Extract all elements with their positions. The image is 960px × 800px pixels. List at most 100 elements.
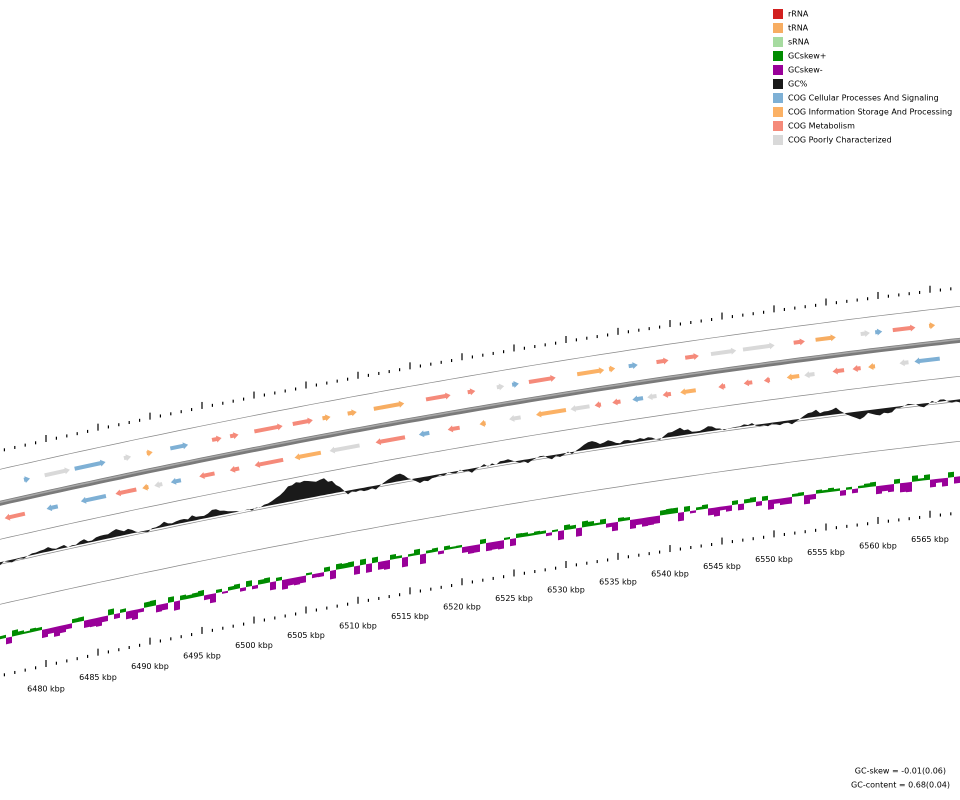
gene [874, 328, 883, 336]
gene [496, 383, 505, 391]
gc-skew-negative [558, 530, 564, 541]
gc-skew-positive [12, 629, 18, 637]
gene [254, 457, 284, 468]
gc-skew-negative [726, 505, 732, 512]
gene [684, 353, 699, 360]
gc-skew-negative [474, 544, 480, 553]
gc-skew-negative [492, 541, 498, 550]
gc-skew-negative [366, 563, 372, 573]
gc-skew-positive [750, 497, 756, 503]
gc-skew-positive [264, 577, 270, 584]
gc-skew-negative [636, 518, 642, 526]
gc-skew-positive [36, 626, 42, 632]
gc-skew-positive [762, 495, 768, 501]
gc-skew-positive [408, 553, 414, 557]
backbone [0, 337, 960, 506]
gc-skew-positive [24, 630, 30, 634]
gc-skew-positive [426, 549, 432, 554]
gc-skew-negative [930, 479, 936, 488]
guide-line [0, 305, 960, 470]
gc-skew-negative [756, 501, 762, 507]
gene [4, 511, 26, 521]
gc-skew-negative [294, 576, 300, 586]
legend-label: rRNA [788, 10, 809, 19]
gene [632, 395, 644, 403]
gc-skew-positive [822, 489, 828, 493]
gc-skew-positive [522, 532, 528, 538]
gc-skew-positive [816, 489, 822, 494]
gc-skew-positive [198, 589, 204, 597]
gene [832, 367, 845, 375]
legend-swatch [773, 37, 783, 47]
legend-label: COG Information Storage And Processing [788, 108, 952, 117]
gc-skew-negative [690, 510, 696, 514]
gc-skew-positive [360, 558, 366, 566]
gc-skew-negative [48, 627, 54, 635]
gc-skew-negative [84, 619, 90, 628]
gc-skew-positive [228, 585, 234, 591]
gc-skew-positive [342, 562, 348, 569]
gc-skew-negative [462, 546, 468, 553]
gene [576, 367, 605, 377]
gc-skew-positive [108, 608, 114, 616]
position-label: 6540 kbp [651, 570, 689, 579]
gc-skew-negative [654, 515, 660, 524]
gc-skew-positive [336, 563, 342, 570]
gc-skew-positive [798, 492, 804, 497]
gc-skew-positive [894, 478, 900, 484]
legend-label: COG Poorly Characterized [788, 136, 892, 145]
gene [612, 398, 621, 406]
gc-skew-negative [252, 584, 258, 590]
gc-skew-negative [102, 615, 108, 623]
gc-skew-positive [180, 594, 186, 601]
position-label: 6495 kbp [183, 651, 221, 660]
position-label: 6565 kbp [911, 535, 949, 544]
gc-skew-negative [402, 556, 408, 568]
gc-skew-positive [924, 474, 930, 481]
gc-skew-negative [708, 507, 714, 516]
gc-skew-negative [942, 477, 948, 487]
position-label: 6560 kbp [859, 541, 897, 550]
gc-skew-positive [672, 507, 678, 514]
gc-skew-negative [90, 618, 96, 628]
legend-label: COG Metabolism [788, 122, 855, 131]
position-label: 6530 kbp [547, 586, 585, 595]
gc-skew-positive [396, 555, 402, 559]
gc-skew-negative [54, 625, 60, 637]
gc-skew-positive [534, 530, 540, 536]
gc-skew-positive [588, 521, 594, 527]
gc-skew-positive [624, 517, 630, 521]
legend-swatch [773, 51, 783, 61]
gc-skew-positive [564, 524, 570, 531]
gc-skew-negative [888, 484, 894, 493]
gc-skew-positive [582, 520, 588, 528]
gc-skew-positive [216, 588, 222, 594]
gc-skew-negative [630, 519, 636, 529]
position-label: 6515 kbp [391, 612, 429, 621]
legend-swatch [773, 107, 783, 117]
gc-skew-negative [468, 545, 474, 554]
gc-skew-positive [444, 545, 450, 551]
gene [170, 477, 182, 485]
gc-skew-negative [312, 573, 318, 579]
gc-skew-positive [390, 554, 396, 560]
position-label: 6490 kbp [131, 662, 169, 671]
backbone-hl [0, 338, 960, 504]
gene [375, 435, 406, 446]
gc-skew-negative [882, 484, 888, 492]
gc-skew-negative [438, 550, 444, 555]
gc-skew-negative [900, 482, 906, 493]
gc-content [0, 399, 960, 566]
gc-skew-positive [834, 488, 840, 492]
gc-skew-negative [546, 532, 552, 537]
gc-skew-positive [480, 538, 486, 545]
gc-skew-negative [66, 623, 72, 630]
gene [536, 408, 567, 418]
gene [229, 465, 240, 473]
gene [292, 417, 313, 426]
gene [656, 357, 669, 365]
gc-skew-negative [270, 581, 276, 591]
gc-skew-positive [828, 487, 834, 493]
gc-skew-negative [876, 485, 882, 495]
